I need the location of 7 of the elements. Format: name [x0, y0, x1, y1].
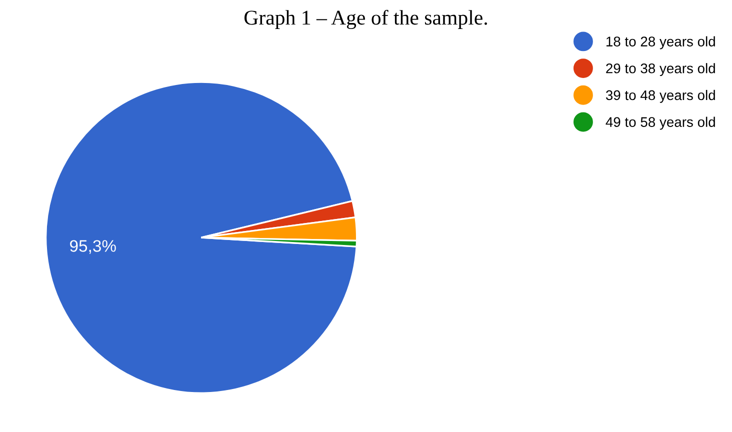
pie-slice [44, 81, 358, 394]
chart-title: Graph 1 – Age of the sample. [244, 10, 487, 30]
legend-label: 39 to 48 years old [606, 90, 715, 103]
legend-label: 18 to 28 years old [606, 36, 715, 50]
data-label: 95,3% [70, 240, 116, 254]
legend-label: 49 to 58 years old [606, 116, 715, 130]
legend-label: 29 to 38 years old [606, 63, 715, 76]
